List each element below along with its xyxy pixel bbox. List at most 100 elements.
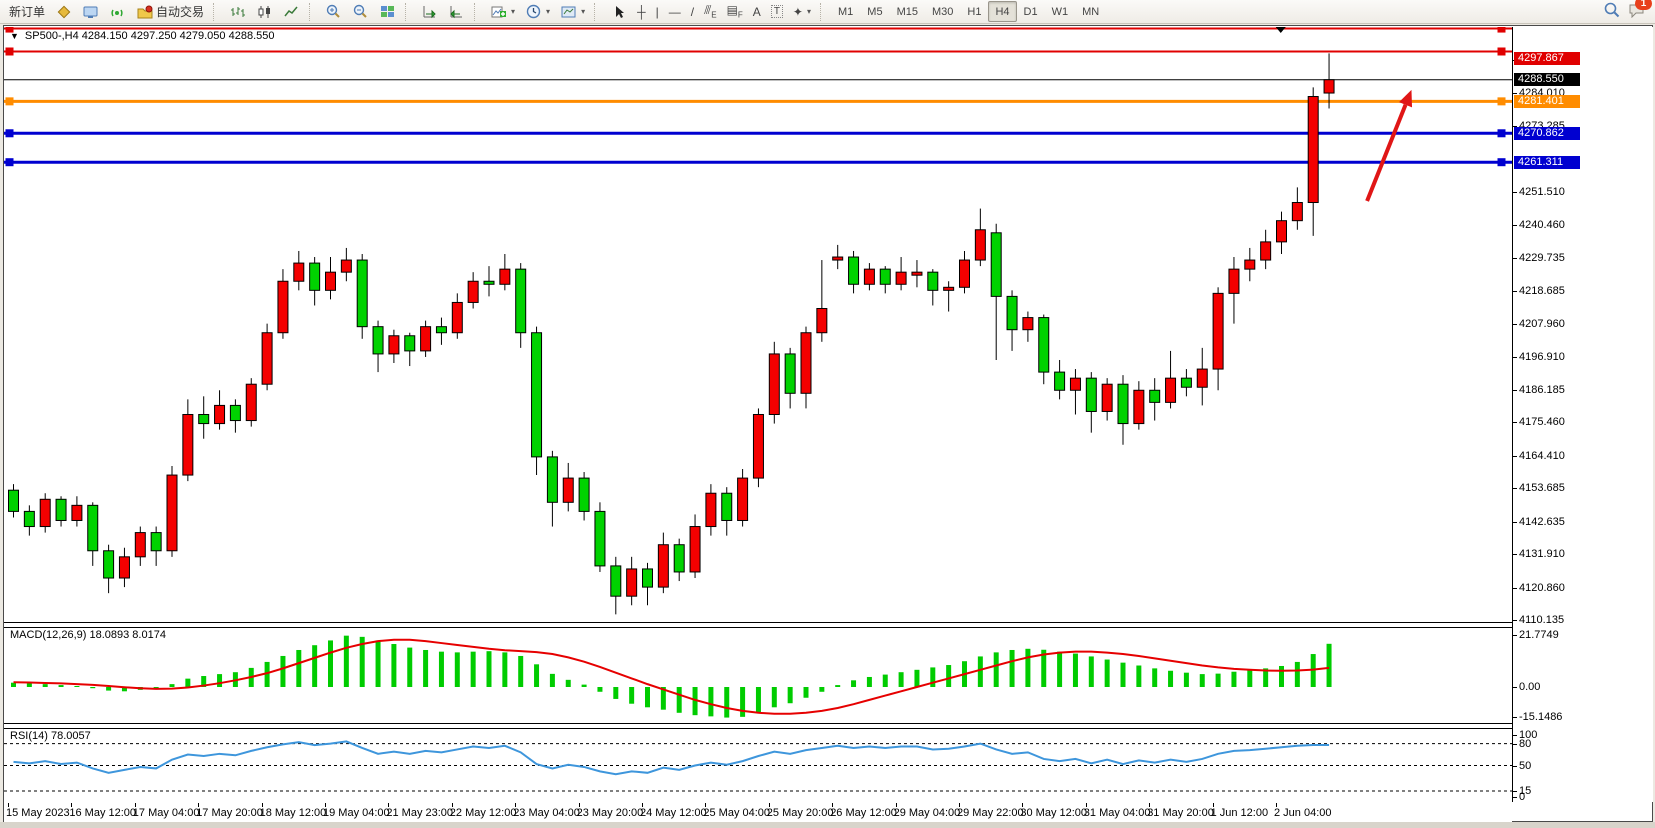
timeframe-button-m15[interactable]: M15	[896, 5, 918, 18]
price-line-handle[interactable]	[1497, 158, 1506, 167]
bar-chart-mode-button[interactable]	[224, 0, 251, 23]
price-line-handle[interactable]	[1497, 27, 1506, 33]
rsi-panel-splitter[interactable]	[4, 723, 1512, 729]
text-tool-button[interactable]: A	[748, 0, 766, 23]
add-indicator-button[interactable]: ▾	[485, 0, 520, 23]
price-line-handle[interactable]	[5, 97, 14, 106]
candle-body	[467, 280, 479, 303]
macd-histogram-bar	[1279, 665, 1284, 687]
price-tick-label: 4218.685	[1519, 285, 1565, 298]
candle-body	[499, 268, 511, 285]
new-order-button[interactable]: 新订单	[4, 0, 50, 23]
price-line-handle[interactable]	[5, 129, 14, 138]
tile-windows-button[interactable]	[374, 0, 401, 23]
candle-body	[134, 532, 146, 558]
price-line-handle[interactable]	[5, 158, 14, 167]
equidistant-channel-tool-button[interactable]: ⫻E	[699, 0, 722, 23]
period-button[interactable]: ▾	[520, 0, 555, 23]
candle-body	[768, 353, 780, 415]
price-line-handle[interactable]	[5, 27, 14, 33]
candle-body	[974, 229, 986, 261]
price-line-handle[interactable]	[1497, 97, 1506, 106]
autotrade-button[interactable]: 自动交易	[131, 0, 209, 23]
candle-body	[1276, 220, 1287, 243]
metaquotes-button[interactable]	[50, 0, 77, 23]
time-tick-mark	[198, 803, 200, 807]
zoom-in-button[interactable]	[320, 0, 347, 23]
macd-histogram-bar	[121, 687, 127, 692]
horizontal-line-tool-button[interactable]: —	[664, 0, 686, 23]
line-chart-icon	[283, 4, 300, 20]
dropdown-caret-icon: ▾	[546, 7, 551, 16]
market-watch-button[interactable]	[77, 0, 104, 23]
chart-shift-button[interactable]	[443, 0, 470, 23]
time-axis[interactable]: 15 May 2023 16 May 12:00 17 May 04:00 17 Ma…	[4, 803, 1512, 822]
macd-histogram-bar	[597, 687, 603, 692]
price-tick-label: 4175.460	[1519, 416, 1565, 429]
collapse-arrow-icon[interactable]: ▼	[10, 31, 19, 41]
axis-tick-mark	[1513, 687, 1517, 688]
candle-chart-mode-button[interactable]	[251, 0, 278, 23]
line-chart-mode-button[interactable]	[278, 0, 305, 23]
candle-body	[531, 332, 543, 458]
time-tick-label: 26 May 12:00	[830, 807, 897, 819]
price-axis[interactable]: 4295.0604284.0104273.2854251.5104240.460…	[1512, 27, 1653, 803]
macd-indicator-panel[interactable]	[4, 626, 1512, 723]
label-tool-button[interactable]: T	[766, 0, 788, 23]
macd-panel-splitter[interactable]	[4, 622, 1512, 628]
timeframe-button-m30[interactable]: M30	[931, 5, 954, 18]
price-line-handle[interactable]	[5, 47, 14, 56]
search-button[interactable]	[1603, 2, 1620, 21]
notifications-button[interactable]: 1	[1628, 0, 1652, 21]
axis-tick-mark	[1513, 191, 1517, 193]
axis-tick-mark	[1513, 735, 1517, 736]
candle-body	[309, 262, 321, 291]
arrows-tool-button[interactable]: ✦ ▾	[788, 0, 816, 23]
trendline-tool-button[interactable]: /	[686, 0, 699, 23]
chart-shift-icon	[448, 4, 465, 20]
main-price-chart[interactable]	[4, 27, 1512, 622]
macd-histogram-bar	[1072, 653, 1078, 687]
zoom-out-button[interactable]	[347, 0, 374, 23]
axis-tick-mark	[1513, 422, 1517, 424]
trend-arrow-annotation[interactable]	[1365, 103, 1408, 202]
dropdown-caret-icon: ▾	[581, 7, 586, 16]
candle-body	[1117, 383, 1129, 425]
fibonacci-tool-button[interactable]: ▤F	[722, 0, 748, 23]
trendline-icon: /	[690, 4, 695, 19]
timeframe-button-mn[interactable]: MN	[1082, 5, 1100, 18]
macd-histogram-bar	[534, 664, 540, 687]
rsi-indicator-panel[interactable]	[4, 727, 1512, 802]
timeframe-button-m5[interactable]: M5	[867, 5, 883, 18]
candle-body	[39, 498, 51, 528]
candle-body	[103, 550, 115, 579]
candle-body	[990, 232, 1002, 297]
crosshair-tool-button[interactable]: ┼	[632, 0, 651, 23]
price-line-handle[interactable]	[1497, 129, 1506, 138]
price-line-handle[interactable]	[1497, 47, 1506, 56]
macd-histogram-bar	[90, 687, 96, 689]
macd-histogram-bar	[1247, 670, 1253, 687]
axis-tick-mark	[1513, 791, 1517, 793]
timeframe-button-w1[interactable]: W1	[1051, 5, 1069, 18]
candle-body	[483, 280, 495, 285]
candle-body	[87, 504, 99, 552]
candle-body	[626, 568, 638, 597]
timeframe-button-m1[interactable]: M1	[838, 5, 854, 18]
axis-tick-mark	[1513, 765, 1517, 767]
macd-histogram-bar	[312, 645, 318, 687]
candle-body	[1006, 295, 1018, 331]
trend-arrow-head-icon[interactable]	[1399, 89, 1413, 108]
candle-body	[451, 301, 463, 334]
candle-body	[1228, 268, 1240, 294]
template-button[interactable]: ▾	[555, 0, 590, 23]
axis-tick-mark	[1513, 93, 1517, 95]
timeframe-button-h1[interactable]: H1	[967, 5, 982, 18]
timeframe-button-d1[interactable]: D1	[1023, 5, 1038, 18]
auto-scroll-button[interactable]	[416, 0, 443, 23]
vertical-line-tool-button[interactable]: |	[651, 0, 664, 23]
chart-shift-marker-icon[interactable]	[1275, 27, 1286, 33]
signal-button[interactable]	[104, 0, 131, 23]
cursor-tool-button[interactable]	[605, 0, 632, 23]
timeframe-button-h4[interactable]: H4	[988, 1, 1017, 22]
